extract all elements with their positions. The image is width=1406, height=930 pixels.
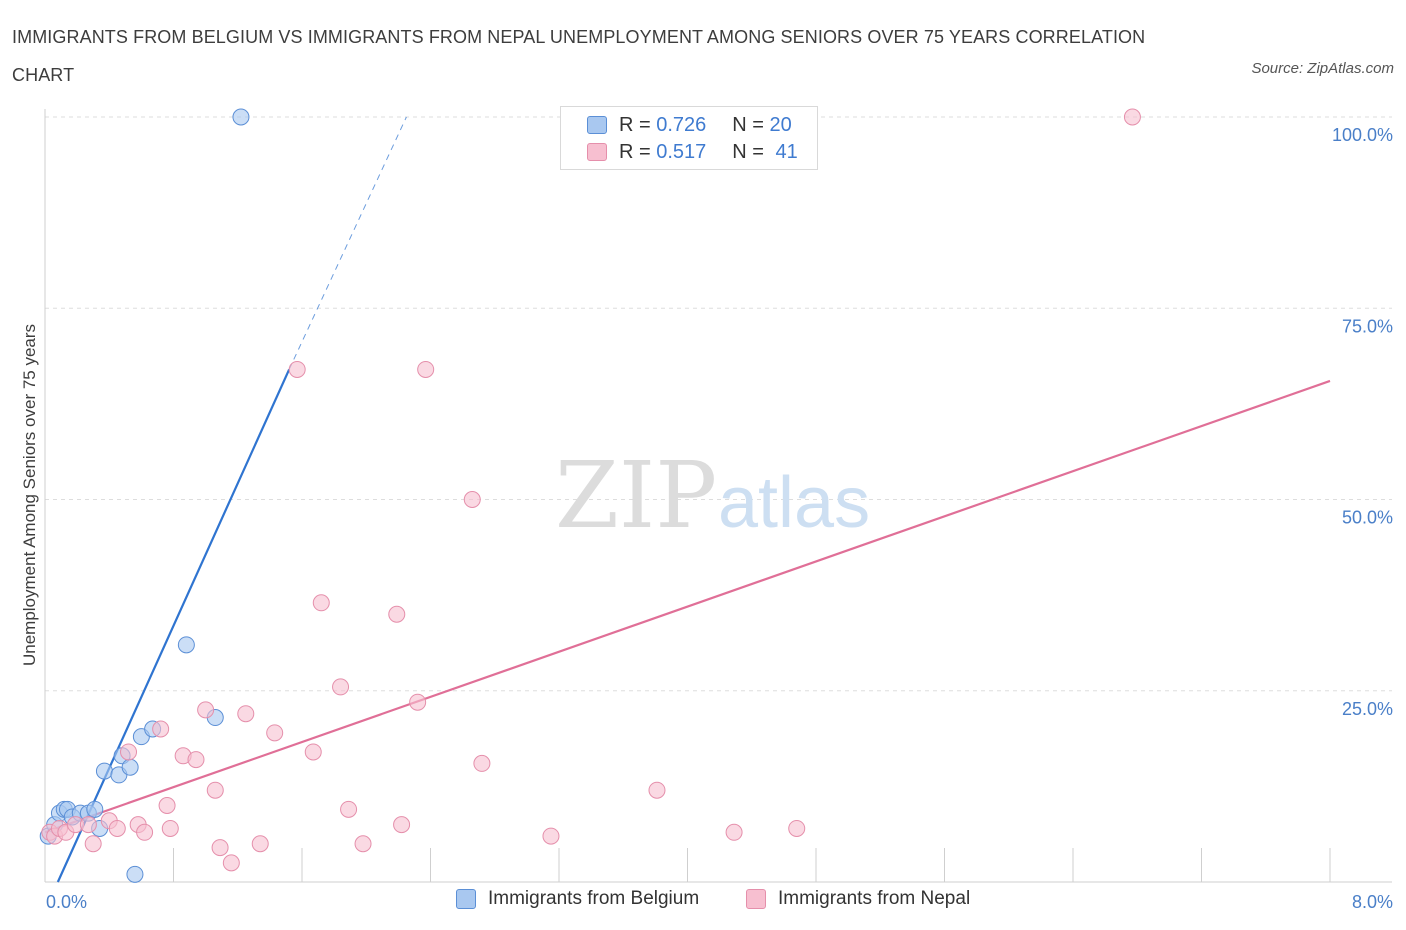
nepal-point-21 xyxy=(237,705,255,723)
nepal-r-value: 0.517 xyxy=(656,140,707,163)
chart-title: IMMIGRANTS FROM BELGIUM VS IMMIGRANTS FR… xyxy=(12,27,1146,85)
belgium-legend-swatch xyxy=(456,889,476,909)
belgium-legend-label: Immigrants from Belgium xyxy=(488,888,700,909)
nepal-point-34 xyxy=(463,491,481,508)
belgium-point-10 xyxy=(95,762,113,780)
nepal-point-29 xyxy=(354,835,372,853)
nepal-point-40 xyxy=(1123,108,1141,126)
stats-legend: R = 0.726 N = 20 R = 0.517 N = 41 xyxy=(560,106,818,170)
belgium-n-value: 20 xyxy=(769,113,792,136)
nepal-point-22 xyxy=(251,835,269,853)
nepal-point-9 xyxy=(120,743,138,761)
nepal-point-36 xyxy=(542,827,560,845)
x-tick-label-min: 0.0% xyxy=(46,892,87,912)
nepal-legend-label: Immigrants from Nepal xyxy=(778,888,971,909)
nepal-point-39 xyxy=(788,819,806,837)
nepal-swatch xyxy=(587,143,607,161)
belgium-point-8 xyxy=(86,800,104,818)
nepal-point-18 xyxy=(206,781,224,799)
nepal-n-label: N = xyxy=(732,140,764,163)
belgium-r-label: R = xyxy=(619,113,651,136)
nepal-point-23 xyxy=(266,724,284,742)
nepal-point-26 xyxy=(312,594,330,612)
gridlines xyxy=(45,116,1392,692)
data-points xyxy=(39,108,1141,883)
legend-item-nepal[interactable]: Immigrants from Nepal xyxy=(746,888,970,910)
nepal-point-12 xyxy=(152,720,170,738)
nepal-point-17 xyxy=(197,701,215,719)
nepal-point-31 xyxy=(393,816,411,834)
nepal-point-35 xyxy=(473,754,491,772)
belgium-trend-line xyxy=(56,368,291,883)
nepal-point-8 xyxy=(108,819,126,837)
watermark-atlas: atlas xyxy=(718,463,870,543)
trend-lines xyxy=(44,116,1331,883)
nepal-point-13 xyxy=(158,797,176,814)
nepal-point-19 xyxy=(211,839,229,857)
nepal-point-30 xyxy=(388,605,406,623)
x-tick-label-max: 8.0% xyxy=(1352,892,1393,912)
nepal-n-value: 41 xyxy=(775,140,798,163)
y-tick-label-3: 25.0% xyxy=(1342,699,1393,719)
belgium-point-18 xyxy=(126,865,144,883)
belgium-trend-extension xyxy=(288,116,407,370)
tick-labels: 100.0% 75.0% 50.0% 25.0% 0.0% 8.0% xyxy=(46,125,1393,912)
nepal-point-20 xyxy=(222,854,240,872)
legend-item-belgium[interactable]: Immigrants from Belgium xyxy=(456,888,699,910)
nepal-point-38 xyxy=(725,823,743,841)
nepal-point-33 xyxy=(417,360,435,378)
nepal-point-16 xyxy=(187,751,205,769)
nepal-point-25 xyxy=(304,743,322,761)
axes xyxy=(44,109,1392,883)
belgium-swatch xyxy=(587,116,607,134)
legend-row-belgium: R = 0.726 N = 20 xyxy=(587,113,792,137)
source-label: Source: ZipAtlas.com xyxy=(1251,60,1394,77)
nepal-trend-line xyxy=(44,379,1331,834)
nepal-point-24 xyxy=(288,360,306,378)
nepal-point-27 xyxy=(332,678,350,696)
nepal-point-14 xyxy=(161,819,179,837)
nepal-point-32 xyxy=(409,693,427,711)
nepal-point-37 xyxy=(648,781,666,799)
nepal-point-28 xyxy=(340,800,358,818)
nepal-point-6 xyxy=(84,835,102,853)
belgium-r-value: 0.726 xyxy=(656,113,707,136)
legend-row-nepal: R = 0.517 N = 41 xyxy=(587,140,798,164)
nepal-point-11 xyxy=(136,823,154,841)
y-tick-label-0: 100.0% xyxy=(1332,125,1393,145)
nepal-r-label: R = xyxy=(619,140,651,163)
watermark-zip: ZIP xyxy=(555,442,717,549)
nepal-legend-swatch xyxy=(746,889,766,909)
belgium-n-label: N = xyxy=(732,113,764,136)
nepal-point-5 xyxy=(79,816,97,834)
belgium-point-16 xyxy=(177,636,195,654)
y-tick-label-1: 75.0% xyxy=(1342,316,1393,336)
y-tick-label-2: 50.0% xyxy=(1342,508,1393,528)
belgium-point-19 xyxy=(232,108,250,126)
belgium-point-13 xyxy=(121,758,139,776)
